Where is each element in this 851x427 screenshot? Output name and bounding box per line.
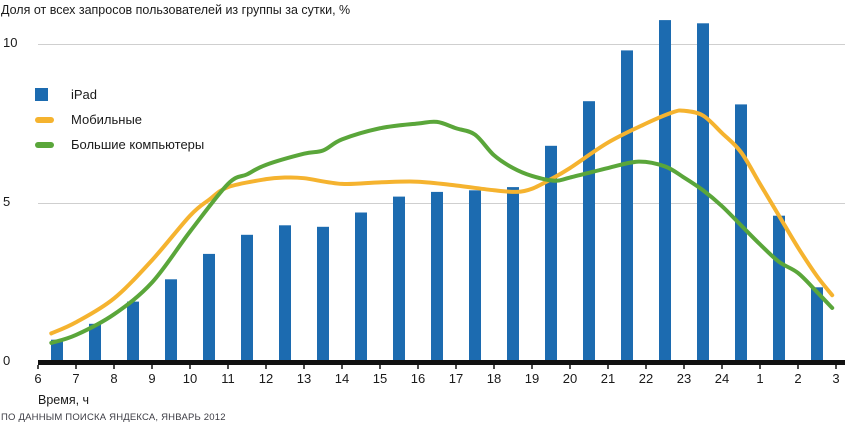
desktop-line bbox=[49, 119, 835, 345]
footer-source: ПО ДАННЫМ ПОИСКА ЯНДЕКСА, ЯНВАРЬ 2012 bbox=[1, 412, 226, 423]
ipad-bar bbox=[431, 191, 443, 365]
legend-item-desktop: Большие компьютеры bbox=[35, 132, 204, 157]
x-axis-tick bbox=[265, 365, 267, 369]
ipad-bar bbox=[165, 279, 177, 365]
x-tick-label: 17 bbox=[448, 371, 464, 386]
x-tick-label: 15 bbox=[372, 371, 388, 386]
x-axis-tick bbox=[721, 365, 723, 369]
x-tick-label: 19 bbox=[524, 371, 540, 386]
x-tick-label: 2 bbox=[794, 371, 802, 386]
x-axis-tick bbox=[531, 365, 533, 369]
ipad-bar bbox=[89, 323, 101, 365]
x-axis-tick bbox=[797, 365, 799, 369]
x-tick-label: 3 bbox=[832, 371, 840, 386]
x-tick-label: 11 bbox=[221, 371, 235, 386]
ipad-bar bbox=[697, 23, 709, 366]
x-tick-label: 9 bbox=[148, 371, 156, 386]
x-tick-label: 18 bbox=[486, 371, 502, 386]
x-axis-tick bbox=[645, 365, 647, 369]
mobile-line-swatch-icon bbox=[35, 116, 54, 123]
y-tick-label: 5 bbox=[3, 194, 11, 209]
ipad-bar bbox=[203, 253, 215, 365]
x-axis-tick bbox=[379, 365, 381, 369]
x-axis-tick bbox=[151, 365, 153, 369]
x-axis-tick bbox=[227, 365, 229, 369]
x-axis-tick bbox=[569, 365, 571, 369]
ipad-bar bbox=[545, 145, 557, 365]
x-tick-label: 23 bbox=[676, 371, 692, 386]
mobile-line bbox=[49, 108, 835, 336]
ipad-bar bbox=[507, 187, 519, 365]
legend-label-mobile: Мобильные bbox=[71, 112, 143, 127]
ipad-bar bbox=[317, 226, 329, 365]
legend-swatch-slot bbox=[35, 88, 55, 101]
legend-item-ipad: iPad bbox=[35, 82, 204, 107]
legend-swatch-slot bbox=[35, 141, 55, 148]
x-tick-label: 24 bbox=[714, 371, 730, 386]
x-axis-tick bbox=[455, 365, 457, 369]
ipad-bar bbox=[621, 50, 633, 366]
x-tick-label: 8 bbox=[110, 371, 118, 386]
x-tick-label: 16 bbox=[410, 371, 426, 386]
x-axis-tick bbox=[189, 365, 191, 369]
x-tick-label: 20 bbox=[562, 371, 578, 386]
y-tick-label: 0 bbox=[3, 353, 11, 368]
ipad-bar bbox=[355, 212, 367, 365]
x-tick-label: 13 bbox=[296, 371, 312, 386]
x-axis-tick bbox=[493, 365, 495, 369]
x-axis-tick bbox=[303, 365, 305, 369]
legend-swatch-slot bbox=[35, 116, 55, 123]
ipad-bar bbox=[583, 101, 595, 365]
legend-item-mobile: Мобильные bbox=[35, 107, 204, 132]
x-axis-tick bbox=[835, 365, 837, 369]
x-axis-tick bbox=[341, 365, 343, 369]
x-tick-label: 12 bbox=[258, 371, 274, 386]
x-axis-tick bbox=[113, 365, 115, 369]
ipad-bar bbox=[659, 20, 671, 365]
x-axis-tick bbox=[75, 365, 77, 369]
x-tick-label: 21 bbox=[600, 371, 616, 386]
ipad-bar bbox=[127, 301, 139, 365]
x-tick-label: 10 bbox=[182, 371, 198, 386]
x-tick-label: 6 bbox=[34, 371, 42, 386]
x-axis-tick bbox=[759, 365, 761, 369]
x-axis-title: Время, ч bbox=[38, 393, 90, 407]
ipad-square-swatch-icon bbox=[35, 88, 48, 101]
x-tick-label: 1 bbox=[756, 371, 764, 386]
ipad-bar bbox=[241, 234, 253, 365]
x-axis-tick bbox=[683, 365, 685, 369]
desktop-line-swatch-icon bbox=[35, 141, 54, 148]
ipad-bar bbox=[51, 339, 63, 365]
legend: iPad Мобильные Большие компьютеры bbox=[35, 82, 204, 157]
x-axis-tick bbox=[37, 365, 39, 369]
legend-label-desktop: Большие компьютеры bbox=[71, 137, 205, 152]
ipad-bar bbox=[773, 215, 785, 365]
x-axis-tick bbox=[607, 365, 609, 369]
ipad-bar bbox=[393, 196, 405, 365]
x-tick-label: 22 bbox=[638, 371, 654, 386]
ipad-bar bbox=[279, 225, 291, 365]
ipad-bar bbox=[735, 104, 747, 366]
y-tick-label: 10 bbox=[3, 35, 18, 50]
chart-title: Доля от всех запросов пользователей из г… bbox=[1, 3, 351, 17]
legend-label-ipad: iPad bbox=[71, 87, 98, 102]
x-axis-tick bbox=[417, 365, 419, 369]
x-tick-label: 7 bbox=[72, 371, 80, 386]
ipad-bar bbox=[469, 190, 481, 365]
x-axis-line bbox=[38, 360, 845, 365]
x-tick-label: 14 bbox=[334, 371, 350, 386]
ipad-bar bbox=[811, 287, 823, 365]
